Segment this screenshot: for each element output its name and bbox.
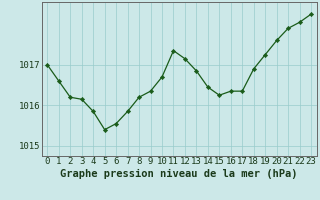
X-axis label: Graphe pression niveau de la mer (hPa): Graphe pression niveau de la mer (hPa) xyxy=(60,169,298,179)
